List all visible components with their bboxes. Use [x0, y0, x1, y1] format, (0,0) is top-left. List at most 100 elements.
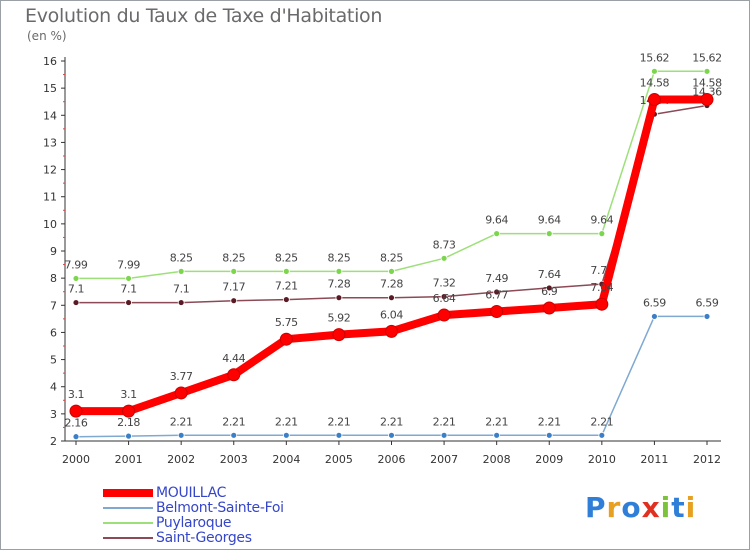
data-point	[335, 267, 343, 275]
data-point	[177, 299, 185, 306]
logo-letter: o	[621, 491, 642, 524]
data-point	[647, 93, 661, 107]
data-label: 3.1	[120, 388, 136, 401]
data-label: 4.44	[222, 352, 245, 365]
data-label: 2.21	[222, 415, 245, 428]
data-point	[122, 404, 136, 418]
legend-swatch	[103, 522, 153, 524]
x-tick-label: 2000	[62, 453, 90, 466]
legend-label: Belmont-Sainte-Foi	[156, 500, 284, 516]
x-tick-label: 2008	[483, 453, 511, 466]
data-point	[72, 299, 80, 306]
data-point	[125, 299, 132, 306]
data-label: 9.64	[538, 214, 561, 227]
data-label: 7.04	[590, 281, 613, 294]
y-tick-label: 5	[50, 354, 57, 367]
data-point	[388, 431, 395, 439]
data-label: 7.1	[68, 283, 84, 296]
data-label: 2.16	[65, 417, 88, 430]
data-point	[545, 230, 553, 238]
logo-letter: x	[641, 491, 661, 524]
logo-letter: i	[685, 491, 697, 524]
data-label: 6.59	[696, 296, 719, 309]
data-point	[545, 284, 553, 292]
x-tick-label: 2012	[693, 453, 721, 466]
data-label: 6.04	[380, 308, 403, 321]
data-label: 7.64	[538, 268, 561, 281]
data-point	[388, 294, 395, 302]
data-label: 7.21	[275, 280, 298, 293]
data-label: 2.21	[380, 415, 403, 428]
legend-swatch	[103, 507, 153, 509]
x-tick-label: 2004	[272, 453, 300, 466]
data-point	[230, 267, 238, 275]
data-point	[230, 297, 238, 305]
y-tick-label: 7	[50, 299, 57, 312]
legend-item: Saint-Georges	[103, 530, 252, 546]
x-tick-label: 2010	[588, 453, 616, 466]
legend-item: Belmont-Sainte-Foi	[103, 500, 284, 516]
data-label: 9.64	[485, 214, 508, 227]
y-tick-label: 15	[43, 82, 57, 95]
data-label: 15.62	[692, 51, 722, 64]
data-point	[700, 93, 714, 107]
x-tick-label: 2005	[325, 453, 353, 466]
data-point	[595, 297, 609, 311]
data-point	[282, 267, 290, 275]
data-point	[440, 293, 448, 301]
data-point	[69, 404, 83, 418]
data-point	[440, 254, 448, 262]
legend-label: Puylaroque	[156, 515, 232, 531]
series-saint-georges: 7.1 7.1 7.1 7.17 7.21 7.28 7.28 7.32 7.49 7.64 7.7…	[68, 86, 723, 306]
data-point	[703, 67, 711, 75]
data-label: 7.28	[327, 278, 350, 291]
data-point	[437, 308, 451, 322]
y-tick-label: 11	[43, 191, 57, 204]
legend-swatch	[103, 537, 153, 539]
data-point	[651, 313, 658, 320]
x-tick-label: 2002	[167, 453, 195, 466]
data-point	[125, 275, 132, 282]
data-label: 7.99	[65, 258, 88, 271]
data-point	[335, 431, 343, 439]
data-label: 7.99	[117, 258, 140, 271]
data-point	[230, 431, 238, 439]
logo-letter: t	[671, 491, 686, 524]
data-label: 7.32	[433, 277, 456, 290]
data-label: 2.21	[538, 415, 561, 428]
data-point	[545, 431, 553, 439]
y-tick-label: 9	[50, 245, 57, 258]
data-point	[388, 267, 395, 275]
legend-label: MOUILLAC	[156, 485, 227, 501]
data-point	[703, 313, 711, 320]
y-tick-label: 3	[50, 408, 57, 421]
data-label: 9.64	[590, 214, 613, 227]
data-label: 8.25	[275, 251, 298, 264]
data-label: 5.75	[275, 316, 298, 329]
data-label: 7.1	[173, 283, 189, 296]
data-label: 3.77	[170, 370, 193, 383]
data-label: 6.9	[541, 285, 558, 298]
data-label: 15.62	[640, 51, 670, 64]
data-point	[282, 431, 290, 439]
data-label: 2.18	[117, 416, 140, 429]
data-label: 6.64	[433, 292, 456, 305]
data-label: 8.73	[433, 238, 456, 251]
data-point	[493, 288, 501, 296]
y-tick-label: 4	[50, 381, 57, 394]
data-point	[174, 386, 188, 400]
x-tick-label: 2006	[378, 453, 406, 466]
unit-label: (en %)	[27, 29, 67, 43]
y-tick-label: 2	[50, 435, 57, 448]
y-tick-label: 14	[43, 109, 57, 122]
data-point	[177, 267, 185, 275]
data-point	[227, 368, 241, 382]
y-tick-label: 12	[43, 164, 57, 177]
data-point	[279, 332, 293, 346]
legend-item: MOUILLAC	[103, 485, 226, 501]
x-tick-label: 2007	[430, 453, 458, 466]
x-tick-label: 2003	[220, 453, 248, 466]
x-tick-label: 2011	[640, 453, 668, 466]
series-belmont-sainte-foi: 2.16 2.18 2.21 2.21 2.21 2.21 2.21 2.21 2.21 2.21…	[65, 296, 719, 441]
